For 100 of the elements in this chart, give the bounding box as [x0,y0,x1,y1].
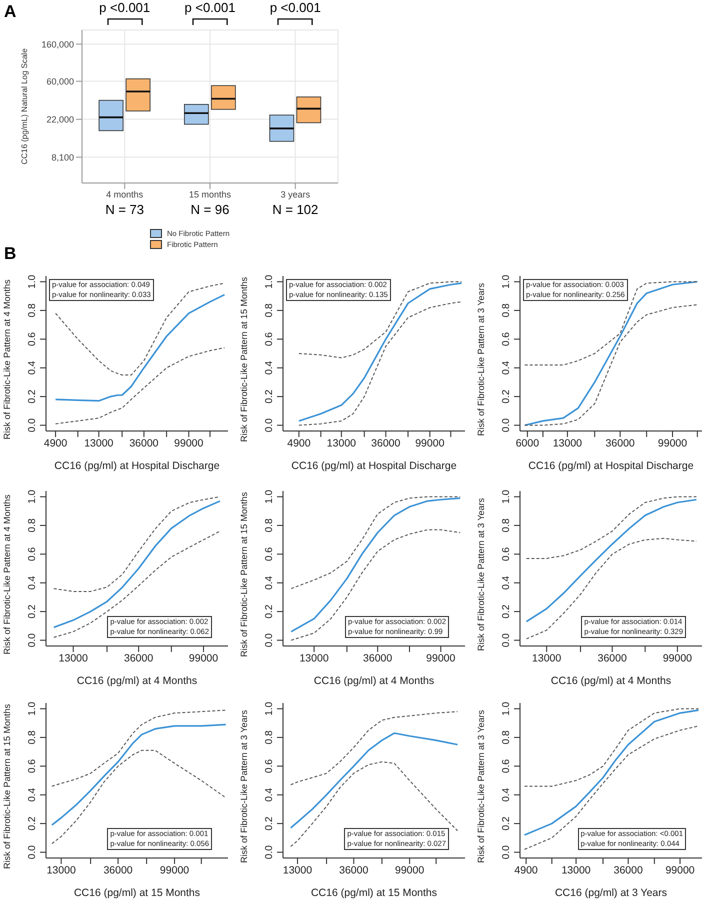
y-tick-label: 0.6 [264,758,275,774]
y-tick-label: 1.0 [264,274,275,289]
y-tick-label: 1.0 [27,701,38,716]
y-tick-label: 0.8 [264,730,275,744]
y-tick-label: 0.2 [264,604,275,619]
x-tick-label: 13000 [84,437,114,450]
x-tick-label: 99000 [658,437,688,450]
x-tick-label: 36000 [598,652,627,664]
x-tick-label: 4900 [514,864,538,876]
y-tick-label: 0.4 [264,575,275,590]
y-tick-label: 0.8 [501,730,512,744]
y-tick-label: 0.0 [27,632,38,648]
x-axis-title: CC16 (pg/ml) at Hospital Discharge [528,460,694,472]
x-tick-label: 99000 [662,652,692,664]
x-tick-label: 13000 [299,652,329,664]
x-tick-label: 99000 [188,652,218,664]
y-tick-label: 0.8 [264,518,275,532]
y-tick-label: 0.8 [501,518,512,532]
y-tick-label: 0.4 [27,787,38,802]
x-tick-label: 4 months [106,189,144,200]
y-tick-label: 0.6 [501,758,512,774]
y-axis-title: Risk of Fibrotic-Like Pattern at 15 Months [2,703,12,870]
y-tick-label: 0.8 [501,303,512,318]
y-tick-label: 0.0 [501,418,512,432]
x-axis-title: CC16 (pg/ml) at 3 Years [554,887,668,899]
x-tick-label: 15 months [188,189,232,200]
x-tick-label: 13000 [58,652,88,664]
x-tick-label: 4900 [287,437,311,450]
y-tick-label: 0.6 [264,546,275,562]
x-tick-label: 13000 [561,864,591,876]
x-tick-label: 99000 [415,437,445,450]
y-tick-label: 0.8 [27,730,38,744]
text: B [4,244,16,264]
y-tick-label: 0.6 [27,758,38,774]
text: p <0.001 [268,0,322,15]
y-axis-title: Risk of Fibrotic-Like Pattern at 3 Years [476,282,486,436]
x-tick-label: 36000 [339,864,368,876]
y-tick-label: 8,100 [51,152,74,162]
y-tick-label: 1.0 [501,274,512,289]
y-tick-label: 0.8 [27,518,38,532]
y-tick-label: 0.6 [501,546,512,562]
x-tick-label: 4900 [44,437,68,450]
y-tick-label: 0.6 [264,332,275,346]
y-tick-label: 0.0 [501,632,512,648]
y-tick-label: 0.4 [501,575,512,590]
y-tick-label: 0.6 [27,546,38,562]
y-tick-label: 1.0 [27,274,38,289]
y-tick-label: 0.4 [264,360,275,375]
y-axis-title: Risk of Fibrotic-Like Pattern at 15 Months [239,491,249,658]
text: N = 96 [190,202,230,217]
y-tick-label: 0.4 [27,360,38,375]
y-tick-label: 22,000 [46,114,74,124]
x-axis-title: CC16 (pg/ml) at Hospital Discharge [54,460,220,472]
x-tick-label: 99000 [665,864,695,876]
y-axis-title: Risk of Fibrotic-Like Pattern at 3 Years [239,709,249,864]
y-tick-label: 0.2 [501,604,512,619]
y-tick-label: 1.0 [27,489,38,504]
x-tick-label: 36000 [614,864,643,876]
x-tick-label: 36000 [606,437,635,450]
x-tick-label: 13000 [532,652,562,664]
y-axis-title: Risk of Fibrotic-Like Pattern at 4 Months [2,278,12,440]
x-axis-title: CC16 (pg/ml) at 4 Months [76,675,198,687]
text: A [4,2,16,22]
x-tick-label: 6000 [516,437,540,450]
x-tick-label: 13000 [326,437,356,450]
x-tick-label: 3 years [280,189,311,200]
x-tick-label: 99000 [160,864,190,876]
y-tick-label: 0.2 [27,604,38,619]
x-tick-label: 36000 [124,652,154,664]
text: p <0.001 [98,0,152,15]
x-tick-label: 36000 [103,864,133,876]
x-tick-label: 13000 [282,864,312,876]
y-tick-label: 0.4 [501,787,512,802]
y-tick-label: 0.4 [27,575,38,590]
text: N = 73 [104,202,145,217]
y-tick-label: 0.0 [264,844,275,860]
y-tick-label: 0.0 [501,844,512,860]
y-axis-title: Risk of Fibrotic-Like Pattern at 15 Months [239,276,249,442]
x-tick-label: 99000 [426,652,456,664]
y-axis-title: CC16 (pg/mL) Natural Log Scale [20,48,29,165]
y-tick-label: 1.0 [501,489,512,504]
y-tick-label: 0.0 [27,418,38,432]
y-tick-label: 1.0 [501,701,512,716]
y-tick-label: 0.0 [264,418,275,432]
x-tick-label: 36000 [371,437,401,450]
y-tick-label: 60,000 [46,76,74,86]
x-axis-title: CC16 (pg/ml) at 15 Months [74,887,200,899]
y-tick-label: 0.4 [501,360,512,375]
x-tick-label: 13000 [46,864,76,876]
text: p <0.001 [184,0,236,15]
y-axis-title: Risk of Fibrotic-Like Pattern at 3 Years [476,497,486,652]
x-tick-label: 36000 [129,437,159,450]
x-axis-title: CC16 (pg/ml) at 15 Months [310,887,438,899]
y-tick-label: 0.8 [264,303,275,318]
y-tick-label: 0.0 [264,632,275,648]
x-axis-title: CC16 (pg/ml) at 4 Months [550,675,672,687]
y-axis-title: Risk of Fibrotic-Like Pattern at 4 Months [2,494,12,655]
text: N = 102 [271,202,320,217]
y-tick-label: 0.4 [264,787,275,802]
y-tick-label: 0.6 [27,332,38,346]
